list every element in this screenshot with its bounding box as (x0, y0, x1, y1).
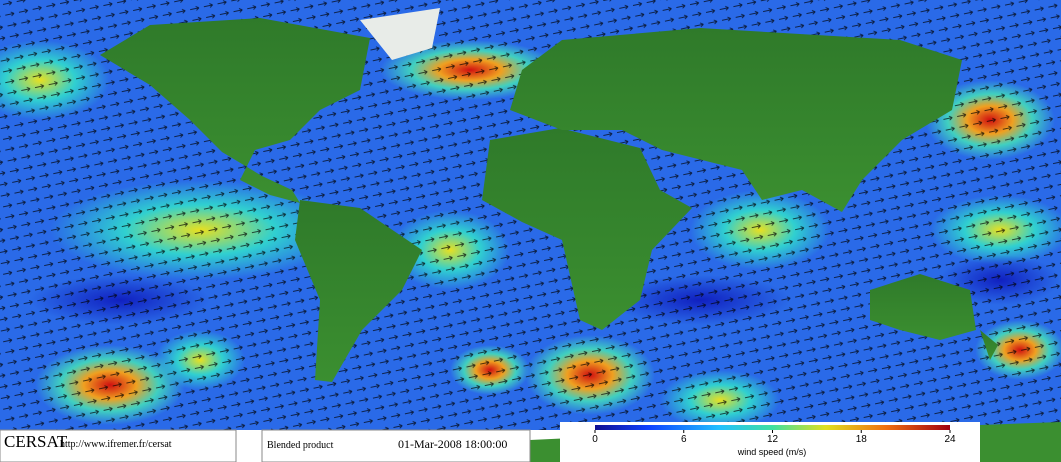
url: http://www.ifremer.fr/cersat (60, 439, 172, 450)
colorbar-ticks: 0 6 12 18 24 (592, 430, 956, 445)
continents (100, 8, 1061, 462)
logo-box (0, 429, 237, 462)
colorbar-label: wind speed (m/s) (737, 447, 807, 457)
colorbar-tick-label: 0 (592, 434, 598, 445)
colorbar-tick-label: 6 (681, 434, 687, 445)
product: Blended product (267, 440, 334, 451)
date: 01-Mar-2008 18:00:00 (398, 437, 507, 451)
colorbar-tick-label: 12 (767, 434, 779, 445)
colorbar (595, 425, 950, 430)
product-box (261, 429, 531, 462)
colorbar-tick-label: 24 (944, 434, 956, 445)
logo: CERSAT (4, 432, 68, 451)
colorbar-tick-label: 18 (856, 434, 868, 445)
